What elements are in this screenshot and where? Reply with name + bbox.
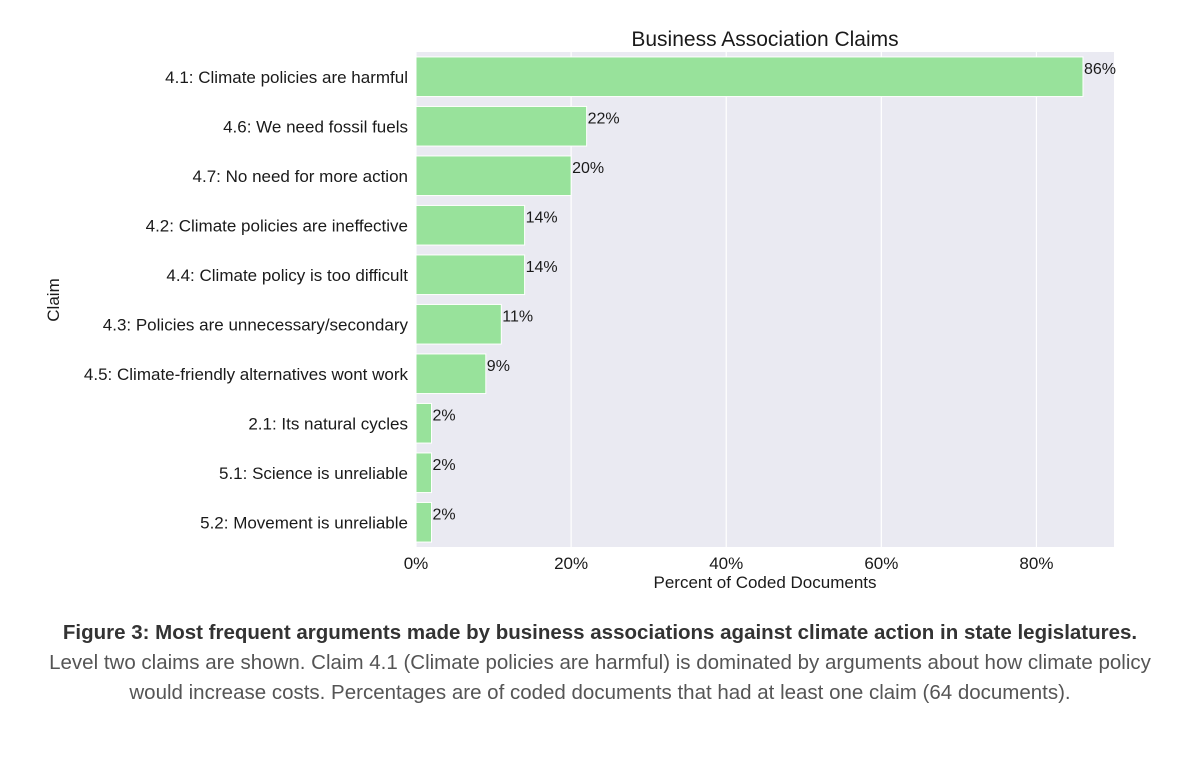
- x-tick-labels: 0% 20% 40% 60% 80%: [404, 554, 1054, 573]
- bar: [415, 254, 526, 296]
- value-label: 20%: [572, 160, 604, 177]
- value-label: 22%: [588, 110, 620, 127]
- category-labels: 4.1: Climate policies are harmful 4.6: We…: [84, 68, 409, 533]
- x-axis-label: Percent of Coded Documents: [653, 573, 876, 592]
- value-label: 2%: [433, 457, 456, 474]
- category-label: 5.1: Science is unreliable: [219, 464, 408, 483]
- value-label: 2%: [433, 407, 456, 424]
- figure-caption: Figure 3: Most frequent arguments made b…: [40, 618, 1160, 708]
- category-label: 4.7: No need for more action: [193, 167, 408, 186]
- bar: [415, 452, 433, 494]
- caption-body: Level two claims are shown. Claim 4.1 (C…: [49, 651, 1151, 704]
- bar: [415, 353, 487, 395]
- y-axis-label: Claim: [44, 278, 63, 321]
- category-label: 4.4: Climate policy is too difficult: [166, 266, 408, 285]
- x-tick-label: 60%: [864, 554, 898, 573]
- category-label: 4.2: Climate policies are ineffective: [146, 216, 408, 235]
- category-label: 2.1: Its natural cycles: [248, 414, 408, 433]
- value-label: 11%: [502, 308, 533, 325]
- bars: 86% 22% 20% 14% 14% 11% 9% 2% 2% 2%: [415, 56, 1116, 543]
- bar: [415, 303, 502, 345]
- value-label: 86%: [1084, 61, 1116, 78]
- value-label: 14%: [526, 259, 558, 276]
- bar: [415, 105, 588, 147]
- x-tick-label: 20%: [554, 554, 588, 573]
- x-tick-label: 0%: [404, 554, 429, 573]
- category-label: 5.2: Movement is unreliable: [200, 513, 408, 532]
- bar: [415, 402, 433, 444]
- value-label: 14%: [526, 209, 558, 226]
- bar-chart: 86% 22% 20% 14% 14% 11% 9% 2% 2% 2% 4.1: Climate …: [44, 28, 1116, 592]
- bar: [415, 204, 526, 246]
- x-tick-label: 80%: [1019, 554, 1053, 573]
- value-label: 9%: [487, 358, 510, 375]
- category-label: 4.1: Climate policies are harmful: [165, 68, 408, 87]
- category-label: 4.3: Policies are unnecessary/secondary: [103, 315, 409, 334]
- bar: [415, 155, 572, 197]
- caption-title: Figure 3: Most frequent arguments made b…: [62, 621, 1138, 644]
- bar: [415, 501, 433, 543]
- chart-title: Business Association Claims: [631, 28, 898, 51]
- category-label: 4.6: We need fossil fuels: [223, 117, 408, 136]
- x-tick-label: 40%: [709, 554, 743, 573]
- category-label: 4.5: Climate-friendly alternatives wont …: [84, 365, 409, 384]
- bar: [415, 56, 1084, 98]
- value-label: 2%: [433, 506, 456, 523]
